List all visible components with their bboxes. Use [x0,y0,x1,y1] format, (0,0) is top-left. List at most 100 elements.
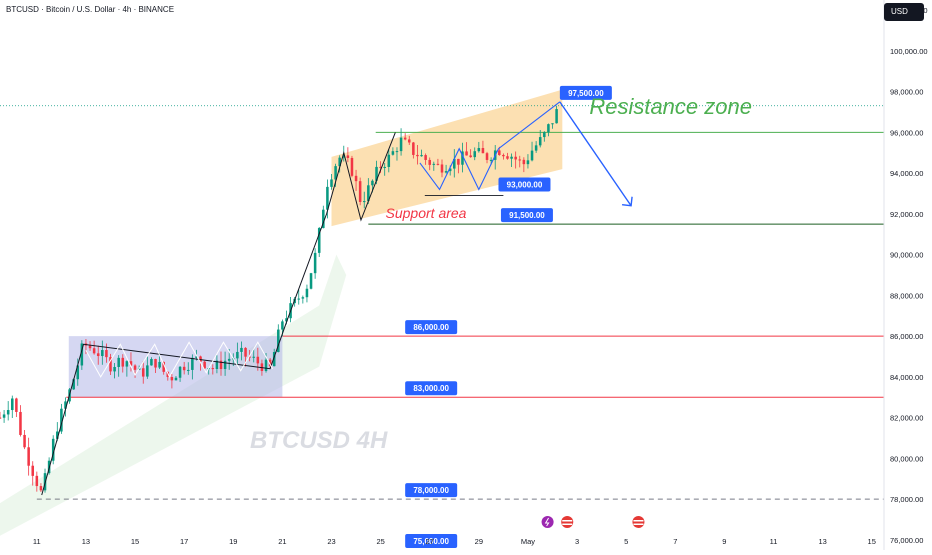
price-callout[interactable] [498,177,551,192]
candle-body [506,156,509,159]
price-callout[interactable] [405,381,458,396]
price-callout-label: 93,000.00 [507,181,543,190]
candle [27,437,30,476]
price-callout[interactable] [405,320,458,335]
candle-body [387,154,391,167]
candle [31,461,35,486]
candle [383,162,386,176]
candle-body [15,398,18,412]
candle-body [215,360,219,369]
candle-body [444,171,448,173]
candle-body [322,209,325,229]
candle [317,226,321,258]
y-tick-label: 100,000.00 [890,47,928,56]
candle-body [526,160,530,165]
candle-body [330,179,333,187]
candle [547,123,550,137]
candle-body [346,155,350,158]
candle [424,153,427,165]
candle [219,351,223,376]
candle [109,353,112,376]
candle [457,158,460,174]
candle-body [19,411,22,435]
candle [182,361,186,375]
candle-body [407,139,411,143]
candle [420,149,423,157]
price-callout[interactable] [405,534,458,548]
candle [514,151,517,169]
currency-button[interactable]: USD [884,3,924,21]
candle-body [465,151,468,156]
candle [60,403,63,434]
candle [92,340,96,355]
candle-body [92,348,96,354]
pattern-zigzag [85,341,274,378]
candle [526,154,530,169]
y-tick-label: 78,000.00 [890,495,923,504]
us-flag-icon[interactable] [561,516,574,528]
candle [362,191,366,209]
candle-body [101,350,104,357]
candle-body [485,153,489,160]
candle [543,131,546,142]
candle-body [395,151,399,153]
candle-body [113,366,116,372]
price-callout[interactable] [559,85,612,100]
candle-body [522,159,526,165]
candle [64,397,67,417]
price-callout[interactable] [500,208,553,223]
x-tick-label: 13 [82,537,90,546]
candle-body [371,180,374,186]
watermark-text: BTCUSD 4H [250,427,388,454]
price-axis[interactable] [884,0,932,550]
lightning-icon[interactable] [541,516,554,528]
candle-body [534,145,538,151]
candle-body [31,465,35,476]
candle [6,401,10,421]
candle-body [105,350,108,358]
candle-body [252,356,256,358]
candle-body [440,164,444,173]
x-tick-label: 29 [475,537,483,546]
candle [277,324,280,353]
us-flag-icon[interactable] [632,516,645,528]
candle [178,365,182,382]
price-callout[interactable] [405,483,458,498]
candle [469,149,472,158]
candle [412,141,415,159]
candle [96,345,100,365]
candle [399,128,403,156]
projection-arrow[interactable] [559,101,632,207]
candle [15,397,18,418]
candle-body [125,361,129,367]
candle-body [182,366,186,371]
candle-body [117,357,120,367]
projection-arrowhead [622,196,633,207]
candle [354,169,358,191]
price-callout-label: 91,500.00 [509,211,545,220]
candle-body [248,356,251,358]
candle [154,358,157,374]
candle [215,355,219,374]
candle-body [403,137,407,140]
y-tick-label: 92,000.00 [890,210,923,219]
candle-body [473,151,477,158]
price-callout-label: 78,000.00 [413,486,449,495]
candle [444,164,448,174]
candle [39,483,43,493]
candle [538,130,542,148]
candle [428,157,431,171]
candle [358,177,362,206]
x-tick-label: 25 [376,537,384,546]
price-callout-label: 86,000.00 [413,323,449,332]
candle [403,133,407,141]
trend-zigzag[interactable] [41,132,396,496]
candle-body [223,360,227,370]
pattern-lines[interactable] [419,101,561,191]
candle [174,376,178,381]
x-tick-label: 23 [327,537,335,546]
candle-body [121,357,125,367]
candle-body [178,366,182,378]
